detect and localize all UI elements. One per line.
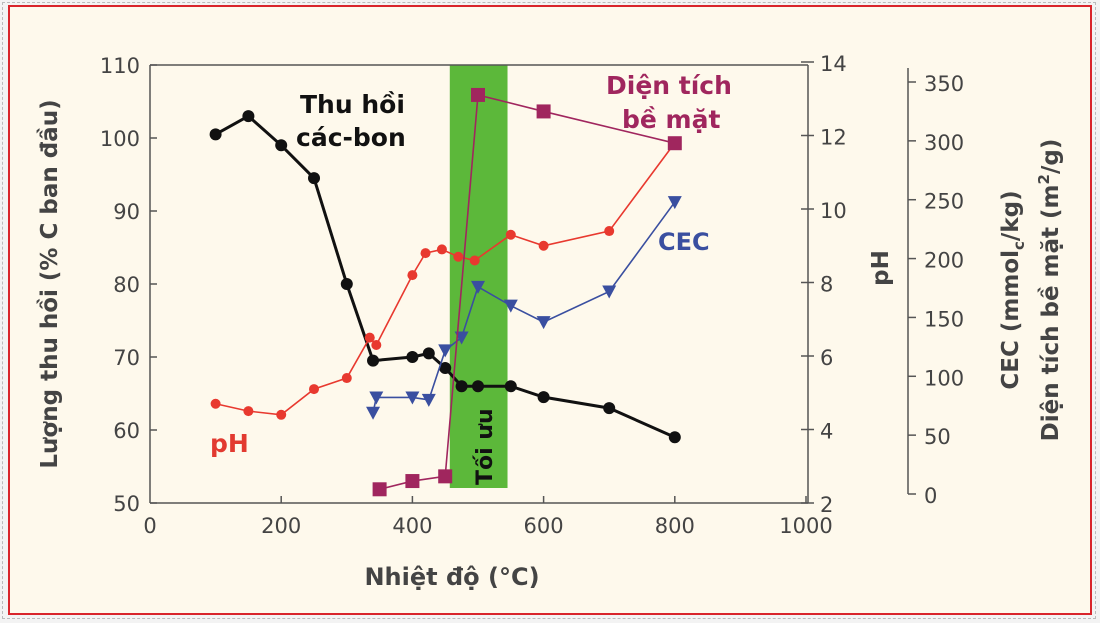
series-line bbox=[214, 114, 676, 439]
y-left-tick-label: 50 bbox=[113, 492, 140, 516]
data-point bbox=[438, 469, 453, 484]
y-left-tick-label: 90 bbox=[113, 200, 140, 224]
x-tick-label: 1000 bbox=[779, 514, 832, 538]
data-point bbox=[405, 474, 420, 489]
data-point bbox=[243, 406, 254, 417]
data-point bbox=[372, 482, 387, 497]
y-left-axis-label: Lượng thu hồi (% C ban đầu) bbox=[36, 99, 63, 468]
optimal-band bbox=[449, 65, 508, 488]
data-point bbox=[471, 280, 485, 294]
data-point bbox=[309, 384, 319, 395]
data-point bbox=[405, 391, 420, 405]
data-point bbox=[422, 347, 435, 360]
y-right-tick-label: 50 bbox=[924, 425, 951, 449]
data-point bbox=[276, 409, 287, 420]
y-ph-tick-label: 2 bbox=[820, 493, 833, 517]
y-ph-tick-label: 12 bbox=[820, 126, 847, 150]
data-point bbox=[341, 373, 352, 384]
data-point bbox=[371, 339, 382, 350]
annotation-ph: pH bbox=[210, 429, 249, 458]
y-right-tick-label: 100 bbox=[924, 366, 964, 390]
data-point bbox=[439, 361, 452, 374]
data-point bbox=[275, 139, 288, 152]
data-point bbox=[668, 431, 681, 444]
data-point bbox=[471, 87, 485, 102]
y-right-tick-label: 250 bbox=[924, 190, 964, 214]
y-right-axis-label-surface: Diện tích bề mặt (m2/g) bbox=[1035, 139, 1064, 442]
data-point bbox=[406, 351, 419, 363]
x-axis-label: Nhiệt độ (°C) bbox=[364, 563, 539, 591]
series-1 bbox=[210, 137, 680, 420]
series-line bbox=[379, 93, 675, 491]
data-point bbox=[366, 406, 381, 420]
data-point bbox=[667, 136, 682, 151]
x-tick-label: 400 bbox=[392, 514, 432, 538]
annotation-surface-1: Diện tích bbox=[606, 71, 732, 100]
data-point bbox=[453, 251, 464, 262]
y-ph-tick-label: 10 bbox=[820, 199, 847, 223]
data-point bbox=[604, 226, 615, 237]
band-label: Tối ưu bbox=[473, 408, 498, 485]
series-line bbox=[215, 142, 676, 416]
y-right-tick-label: 150 bbox=[924, 307, 964, 331]
y-left-tick-label: 70 bbox=[113, 346, 140, 370]
y-left-tick-label: 80 bbox=[113, 273, 140, 297]
y-right-axis-label-cec: CEC (mmolc/kg) bbox=[998, 190, 1028, 389]
y-left-tick-label: 60 bbox=[113, 419, 140, 443]
data-point bbox=[367, 354, 380, 367]
x-tick-label: 800 bbox=[655, 514, 695, 538]
data-point bbox=[340, 278, 353, 290]
y-left-tick-label: 100 bbox=[100, 127, 140, 151]
data-point bbox=[472, 380, 484, 393]
data-point bbox=[369, 391, 384, 405]
y-ph-tick-label: 14 bbox=[820, 52, 847, 76]
data-point bbox=[242, 110, 255, 123]
y-left-tick-label: 110 bbox=[100, 54, 140, 78]
data-point bbox=[603, 402, 616, 415]
y-ph-axis-label: pH bbox=[868, 250, 894, 286]
series-3 bbox=[372, 87, 682, 497]
data-point bbox=[209, 128, 222, 141]
data-point bbox=[504, 380, 517, 393]
y-right-tick-label: 200 bbox=[924, 249, 964, 273]
y-ph-tick-label: 6 bbox=[820, 346, 833, 370]
annotation-carbon-1: Thu hồi bbox=[300, 90, 405, 119]
data-point bbox=[538, 240, 549, 251]
data-point bbox=[469, 255, 480, 266]
x-tick-label: 600 bbox=[524, 514, 564, 538]
annotation-surface-2: bề mặt bbox=[622, 105, 720, 134]
data-point bbox=[536, 104, 551, 119]
data-point bbox=[438, 344, 453, 358]
y-ph-tick-label: 8 bbox=[820, 273, 833, 297]
data-point bbox=[436, 244, 447, 255]
data-point bbox=[537, 391, 550, 404]
data-point bbox=[210, 398, 221, 409]
data-point bbox=[536, 316, 551, 330]
annotation-cec: CEC bbox=[658, 228, 710, 256]
data-point bbox=[420, 248, 431, 259]
x-tick-label: 200 bbox=[261, 514, 301, 538]
y-right-tick-label: 350 bbox=[924, 72, 964, 96]
x-tick-label: 0 bbox=[143, 514, 156, 538]
data-point bbox=[667, 196, 682, 210]
series-0 bbox=[209, 110, 681, 444]
data-point bbox=[421, 393, 436, 407]
y-right-tick-label: 0 bbox=[924, 484, 937, 508]
data-point bbox=[455, 380, 468, 393]
y-right-tick-label: 300 bbox=[924, 131, 964, 155]
data-point bbox=[505, 229, 516, 240]
annotation-carbon-2: các-bon bbox=[296, 123, 406, 152]
series-line bbox=[372, 201, 676, 413]
data-point bbox=[308, 172, 320, 185]
y-ph-tick-label: 4 bbox=[820, 420, 833, 444]
data-point bbox=[407, 270, 418, 281]
data-point bbox=[503, 299, 518, 313]
data-point bbox=[364, 332, 375, 343]
series-2 bbox=[366, 196, 682, 420]
data-point bbox=[602, 285, 617, 299]
